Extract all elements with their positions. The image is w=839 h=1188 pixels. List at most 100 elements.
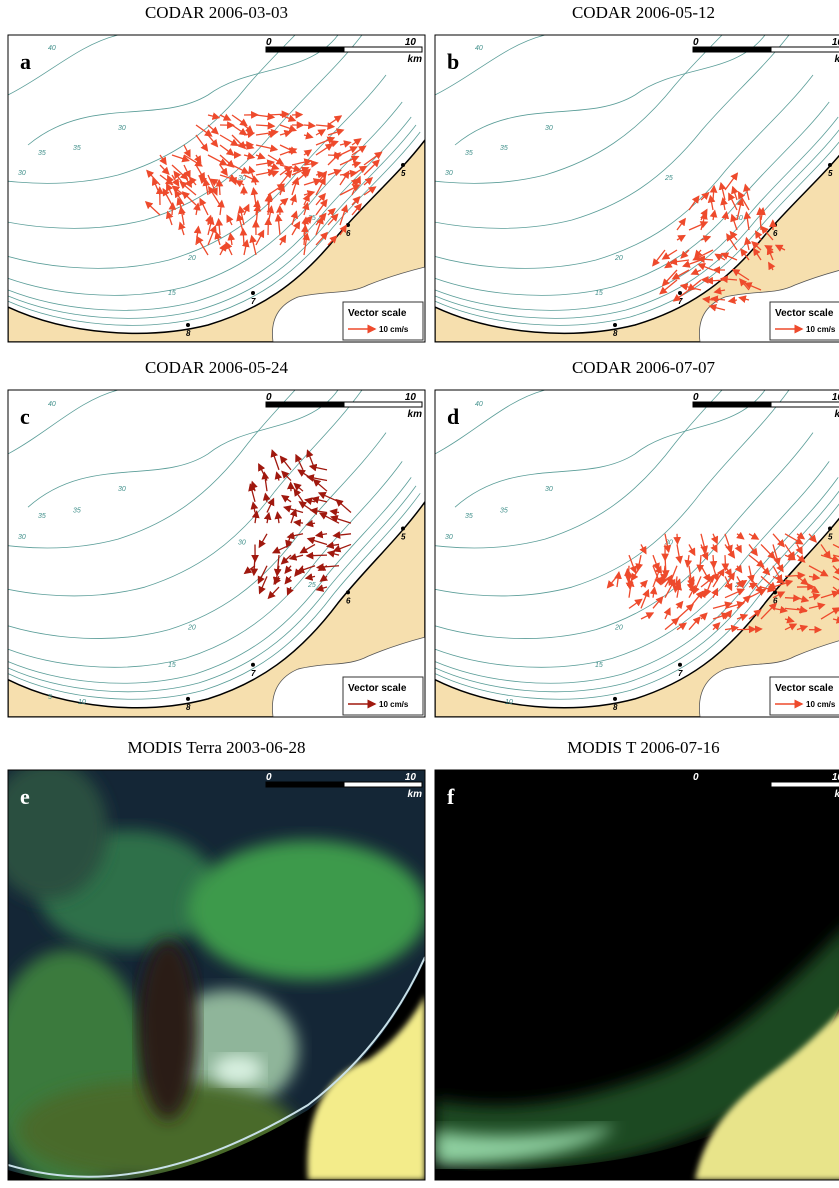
scale-unit: km bbox=[835, 789, 839, 800]
vector-scale-title: Vector scale bbox=[775, 308, 834, 319]
current-vector bbox=[677, 534, 678, 544]
contour-label: 20 bbox=[614, 255, 623, 262]
contour-label: 15 bbox=[168, 290, 176, 297]
contour-label: 30 bbox=[445, 534, 453, 541]
panel: 4035303035302520151055678Vector scale10 … bbox=[0, 342, 425, 717]
station-label: 7 bbox=[678, 669, 683, 678]
station bbox=[251, 291, 255, 295]
scale-start: 0 bbox=[693, 37, 699, 48]
scale-start: 0 bbox=[693, 392, 699, 403]
contour-label: 25 bbox=[664, 175, 673, 182]
station-label: 6 bbox=[346, 596, 351, 605]
station bbox=[401, 526, 405, 530]
vector-scale-label: 10 cm/s bbox=[379, 325, 409, 334]
image-blob bbox=[213, 1055, 263, 1085]
panel-letter: b bbox=[447, 49, 459, 74]
station bbox=[828, 526, 832, 530]
vector-scale-title: Vector scale bbox=[775, 683, 834, 694]
station-label: 8 bbox=[186, 329, 191, 338]
vector-scale-label: 10 cm/s bbox=[806, 325, 836, 334]
contour-label: 5 bbox=[48, 694, 52, 701]
station-label: 5 bbox=[828, 169, 833, 178]
scale-bar-light bbox=[771, 782, 839, 787]
scale-bar-dark bbox=[266, 402, 344, 407]
scale-end: 10 bbox=[405, 772, 417, 783]
station bbox=[828, 163, 832, 167]
scale-bar-dark bbox=[266, 47, 344, 52]
scale-bar-dark bbox=[266, 782, 344, 787]
contour-label: 25 bbox=[307, 582, 316, 589]
station bbox=[678, 663, 682, 667]
station-label: 5 bbox=[401, 532, 406, 541]
scale-bar-light bbox=[771, 402, 839, 407]
scale-unit: km bbox=[408, 789, 423, 800]
contour-label: 15 bbox=[595, 290, 603, 297]
contour-label: 30 bbox=[545, 486, 553, 493]
scale-unit: km bbox=[408, 54, 423, 65]
panel: e 0 10 km bbox=[0, 760, 428, 1188]
contour-label: 30 bbox=[118, 486, 126, 493]
scale-unit: km bbox=[408, 409, 423, 420]
station bbox=[346, 590, 350, 594]
vector-scale: Vector scale 10 cm/s bbox=[343, 677, 423, 715]
contour-label: 35 bbox=[465, 513, 473, 520]
scale-start: 0 bbox=[693, 772, 699, 783]
station-label: 5 bbox=[828, 532, 833, 541]
station bbox=[186, 697, 190, 701]
contour-label: 35 bbox=[38, 150, 46, 157]
image-blob bbox=[188, 840, 428, 980]
current-vector bbox=[172, 203, 173, 215]
contour-label: 35 bbox=[73, 507, 81, 514]
scale-unit: km bbox=[835, 409, 839, 420]
panel: 4035303035302520155678Vector scale10 cm/… bbox=[0, 0, 425, 342]
scale-end: 10 bbox=[405, 37, 417, 48]
panel-title: MODIS T 2006-07-16 bbox=[567, 738, 719, 757]
figure: CODAR 2006-03-034035303035302520155678Ve… bbox=[0, 0, 839, 1188]
station-label: 6 bbox=[773, 229, 778, 238]
contour-label: 30 bbox=[238, 175, 246, 182]
scale-bar-dark bbox=[693, 47, 771, 52]
panel-title: CODAR 2006-07-07 bbox=[572, 358, 716, 377]
vector-scale-label: 10 cm/s bbox=[379, 700, 409, 709]
current-vector bbox=[219, 180, 220, 195]
station bbox=[613, 323, 617, 327]
contour-label: 30 bbox=[118, 125, 126, 132]
current-vector bbox=[307, 555, 327, 556]
station-label: 6 bbox=[346, 229, 351, 238]
station bbox=[346, 223, 350, 227]
contour-label: 35 bbox=[73, 145, 81, 152]
vector-scale-title: Vector scale bbox=[348, 683, 407, 694]
station-label: 8 bbox=[613, 329, 618, 338]
station bbox=[251, 663, 255, 667]
vector-scale: Vector scale 10 cm/s bbox=[343, 302, 423, 340]
scale-start: 0 bbox=[266, 772, 272, 783]
current-vector bbox=[749, 629, 762, 630]
panel-title: CODAR 2006-05-24 bbox=[145, 358, 289, 377]
contour-label: 10 bbox=[505, 699, 513, 706]
image-blob bbox=[138, 940, 198, 1120]
scale-end: 10 bbox=[405, 392, 417, 403]
contour-label: 10 bbox=[78, 699, 86, 706]
panel-letter: e bbox=[20, 784, 30, 809]
contour-label: 30 bbox=[18, 170, 26, 177]
station bbox=[773, 223, 777, 227]
contour-label: 30 bbox=[445, 170, 453, 177]
station bbox=[773, 590, 777, 594]
panel: f010km bbox=[435, 770, 839, 1180]
contour-label: 40 bbox=[475, 401, 483, 408]
contour-label: 30 bbox=[545, 125, 553, 132]
contour-label: 20 bbox=[614, 625, 623, 632]
scale-start: 0 bbox=[266, 392, 272, 403]
contour-label: 40 bbox=[48, 45, 56, 52]
contour-label: 35 bbox=[38, 513, 46, 520]
station bbox=[186, 323, 190, 327]
contour-label: 15 bbox=[595, 662, 603, 669]
contour-label: 40 bbox=[48, 401, 56, 408]
station-label: 7 bbox=[251, 669, 256, 678]
contour-label: 30 bbox=[735, 215, 743, 222]
scale-bar-dark bbox=[693, 782, 771, 787]
vector-scale-title: Vector scale bbox=[348, 308, 407, 319]
vector-scale: Vector scale10 cm/s bbox=[770, 677, 839, 715]
contour-label: 20 bbox=[187, 625, 196, 632]
station bbox=[401, 163, 405, 167]
